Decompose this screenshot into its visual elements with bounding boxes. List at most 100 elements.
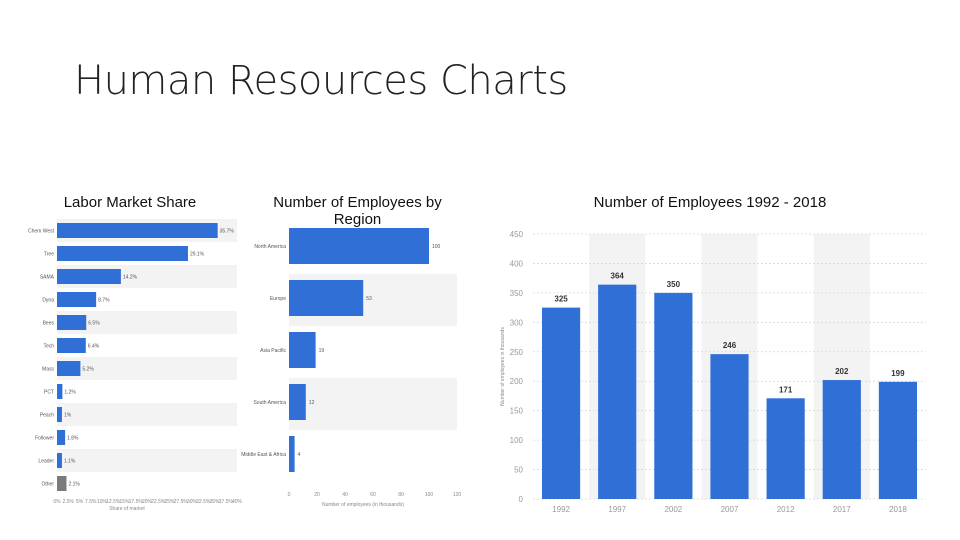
y-tick-label: 350	[510, 289, 524, 298]
bar	[57, 315, 87, 330]
bar	[710, 354, 749, 499]
data-label: 53	[366, 296, 372, 302]
data-label: 246	[723, 341, 737, 350]
bar	[57, 453, 62, 468]
category-label: Tech	[43, 344, 54, 350]
category-label: Chem West	[28, 229, 55, 235]
data-label: 5.2%	[82, 367, 94, 373]
category-label: North America	[254, 244, 286, 250]
y-tick-label: 0	[519, 495, 524, 504]
y-tick-label: 250	[510, 348, 524, 357]
bar	[598, 284, 637, 499]
category-label: Peach	[40, 413, 54, 419]
band	[289, 378, 457, 430]
band	[57, 449, 237, 472]
x-tick-label: 22.5%	[151, 499, 166, 505]
bar	[289, 384, 306, 420]
x-tick-label: 120	[453, 492, 462, 498]
category-label: Leader	[38, 459, 54, 465]
data-label: 171	[779, 385, 793, 394]
slide-title: Human Resources Charts	[74, 58, 568, 104]
x-tick-label: 27.5%	[174, 499, 189, 505]
x-tick-label: 2017	[833, 505, 851, 514]
bar	[654, 292, 693, 499]
x-tick-label: 30%	[187, 499, 198, 505]
bar	[878, 381, 918, 499]
x-tick-label: 35%	[209, 499, 220, 505]
data-label: 2.1%	[68, 482, 80, 488]
x-tick-label: 12.5%	[106, 499, 121, 505]
x-axis-label: Number of employees (in thousands)	[322, 502, 404, 508]
x-tick-label: 2007	[721, 505, 739, 514]
x-tick-label: 60	[370, 492, 376, 498]
data-label: 1.1%	[64, 459, 76, 465]
x-tick-label: 100	[425, 492, 434, 498]
category-label: Middle East & Africa	[241, 452, 286, 458]
x-tick-label: 20%	[142, 499, 153, 505]
data-label: 35.7%	[220, 229, 235, 235]
y-tick-label: 50	[514, 466, 523, 475]
bar	[57, 269, 121, 284]
x-tick-label: 10%	[97, 499, 108, 505]
data-label: 6.5%	[88, 321, 100, 327]
x-tick-label: 32.5%	[196, 499, 211, 505]
y-tick-label: 400	[510, 259, 524, 268]
bar	[289, 332, 316, 368]
data-label: 1.8%	[67, 436, 79, 442]
category-label: Dyna	[42, 298, 54, 304]
x-tick-label: 25%	[164, 499, 175, 505]
x-tick-label: 80	[398, 492, 404, 498]
category-label: South America	[253, 400, 286, 406]
category-label: Europe	[270, 296, 286, 302]
x-tick-label: 7.5%	[85, 499, 97, 505]
data-label: 1.2%	[64, 390, 76, 396]
bar	[766, 398, 805, 499]
band	[57, 311, 237, 334]
x-tick-label: 2012	[777, 505, 795, 514]
data-label: 19	[319, 348, 325, 354]
category-label: Other	[41, 482, 54, 488]
y-axis-label: Number of employees in thousands	[500, 327, 506, 406]
band	[57, 357, 237, 380]
bar	[57, 430, 66, 445]
data-label: 14.2%	[123, 275, 138, 281]
bar	[57, 476, 67, 491]
bar	[57, 223, 218, 238]
chart1-title: Labor Market Share	[63, 194, 197, 211]
y-tick-label: 100	[510, 436, 524, 445]
category-label: PCT	[44, 390, 54, 396]
bar	[57, 361, 81, 376]
data-label: 29.1%	[190, 252, 205, 258]
y-tick-label: 300	[510, 318, 524, 327]
bar	[822, 380, 861, 499]
bar	[289, 436, 295, 472]
data-label: 4	[298, 452, 301, 458]
category-label: Mass	[42, 367, 54, 373]
x-tick-label: 1992	[552, 505, 570, 514]
chart2-title: Number of Employees by Region	[273, 194, 442, 228]
y-tick-label: 150	[510, 407, 524, 416]
data-label: 100	[432, 244, 441, 250]
x-tick-label: 37.5%	[219, 499, 234, 505]
x-tick-label: 5%	[76, 499, 84, 505]
x-tick-label: 20	[314, 492, 320, 498]
category-label: SAMA	[40, 275, 55, 281]
data-label: 8.7%	[98, 298, 110, 304]
y-tick-label: 450	[510, 230, 524, 239]
data-label: 6.4%	[88, 344, 100, 350]
x-tick-label: 40%	[232, 499, 243, 505]
category-label: Tree	[44, 252, 54, 258]
bar	[541, 307, 581, 499]
bar	[57, 246, 188, 261]
data-label: 1%	[64, 413, 72, 419]
data-label: 12	[309, 400, 315, 406]
category-label: Bees	[43, 321, 55, 327]
data-label: 350	[667, 280, 681, 289]
band	[57, 403, 237, 426]
bar	[57, 384, 63, 399]
bar	[57, 407, 62, 422]
x-tick-label: 2018	[889, 505, 907, 514]
